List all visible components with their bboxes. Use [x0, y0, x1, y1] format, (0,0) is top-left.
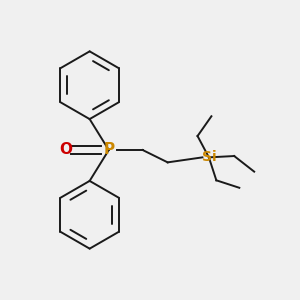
Text: O: O	[60, 142, 73, 158]
Text: P: P	[103, 142, 114, 158]
Text: Si: Si	[202, 150, 216, 164]
